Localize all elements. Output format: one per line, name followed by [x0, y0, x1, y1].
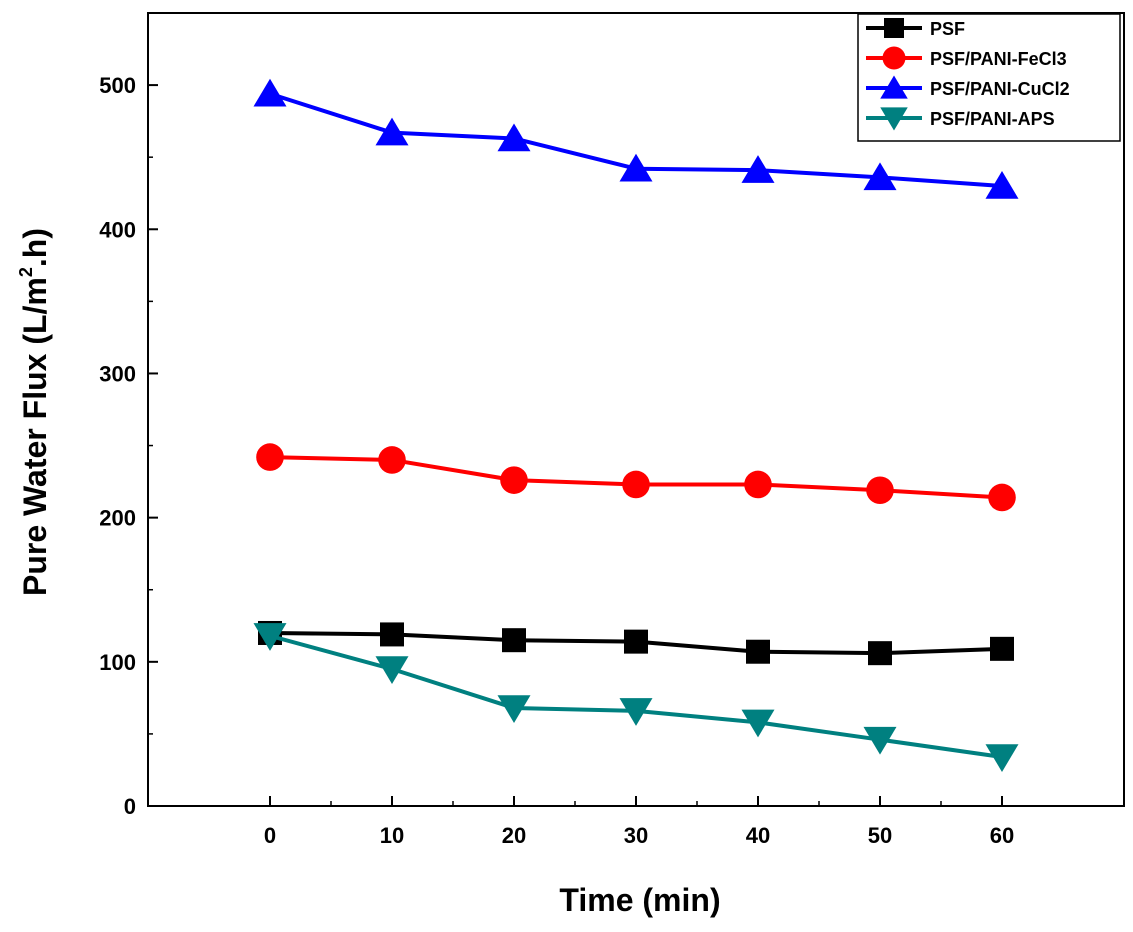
- x-tick-label: 30: [624, 823, 648, 848]
- x-axis-title: Time (min): [559, 882, 720, 918]
- y-tick-label: 100: [99, 650, 136, 675]
- legend-item: PSF/PANI-FeCl3: [866, 46, 1067, 70]
- data-point: [863, 162, 897, 191]
- data-point: [866, 476, 894, 505]
- x-tick-label: 50: [868, 823, 892, 848]
- data-point: [988, 483, 1016, 512]
- data-point: [624, 629, 648, 654]
- data-point: [375, 117, 409, 146]
- legend-marker: [880, 75, 908, 99]
- data-point: [619, 698, 653, 726]
- data-point: [741, 155, 775, 183]
- y-axis: 0 100 200 300 400 500: [99, 73, 158, 819]
- y-axis-title-end: .h): [17, 228, 53, 267]
- data-point: [375, 656, 409, 685]
- y-tick-label: 500: [99, 73, 136, 98]
- y-axis-title: Pure Water Flux (L/m2.h): [16, 228, 53, 596]
- x-tick-label: 40: [746, 823, 770, 848]
- data-point: [619, 153, 653, 182]
- y-tick-label: 0: [124, 794, 136, 819]
- data-point: [741, 709, 775, 738]
- data-point: [622, 470, 650, 499]
- x-tick-label: 60: [990, 823, 1014, 848]
- data-point: [746, 639, 770, 664]
- x-tick-label: 10: [380, 823, 404, 848]
- y-axis-title-main: Pure Water Flux (L/m: [17, 277, 53, 596]
- legend-marker: [884, 18, 904, 38]
- y-tick-label: 400: [99, 217, 136, 242]
- data-point: [868, 641, 892, 666]
- data-point: [256, 443, 284, 471]
- data-point: [985, 744, 1019, 772]
- data-point: [990, 636, 1014, 661]
- data-point: [497, 695, 531, 723]
- legend-item: PSF/PANI-APS: [866, 107, 1055, 131]
- data-point: [378, 446, 406, 474]
- series-layer: [253, 78, 1019, 772]
- data-point: [380, 622, 404, 647]
- data-point: [497, 123, 531, 152]
- x-axis: 0 10 20 30 40 50 60: [264, 796, 1014, 848]
- legend-item: PSF: [866, 18, 965, 39]
- y-tick-label: 300: [99, 361, 136, 386]
- x-tick-label: 20: [502, 823, 526, 848]
- legend-label: PSF/PANI-APS: [930, 109, 1055, 129]
- data-point: [253, 78, 287, 107]
- data-point: [253, 623, 287, 651]
- data-point: [744, 470, 772, 499]
- data-point: [500, 466, 528, 494]
- data-point: [502, 628, 526, 653]
- y-tick-label: 200: [99, 506, 136, 531]
- legend-marker: [882, 46, 906, 70]
- data-point: [863, 726, 897, 755]
- legend-item: PSF/PANI-CuCl2: [866, 75, 1070, 99]
- series-2: [253, 78, 1019, 199]
- data-point: [985, 171, 1019, 199]
- x-tick-label: 0: [264, 823, 276, 848]
- series-3: [253, 623, 1019, 772]
- series-0: [258, 620, 1014, 666]
- legend-marker: [880, 107, 908, 131]
- legend-label: PSF: [930, 19, 965, 39]
- legend-label: PSF/PANI-FeCl3: [930, 49, 1067, 69]
- legend-label: PSF/PANI-CuCl2: [930, 79, 1070, 99]
- y-axis-title-superscript: 2: [16, 267, 36, 277]
- legend: PSF PSF/PANI-FeCl3 PSF/PANI-CuCl2 PSF/PANI-…: [857, 13, 1121, 142]
- series-1: [256, 443, 1016, 512]
